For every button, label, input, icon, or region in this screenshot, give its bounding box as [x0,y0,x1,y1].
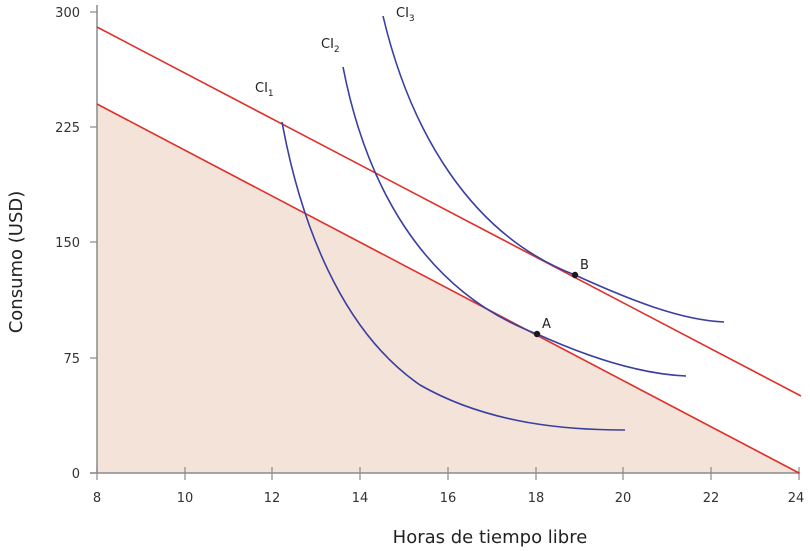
svg-text:8: 8 [93,491,101,506]
point-b-marker [571,271,579,279]
svg-text:12: 12 [264,491,281,506]
svg-text:20: 20 [615,491,632,506]
budget-line-initial [96,103,800,474]
point-a-marker [533,330,541,338]
indifference-curve-ci3 [382,15,725,323]
svg-text:300: 300 [55,6,80,21]
budget-line-new [96,26,802,397]
svg-text:18: 18 [528,491,545,506]
y-ticks [90,11,97,474]
svg-text:24: 24 [788,491,805,506]
svg-text:14: 14 [352,491,369,506]
svg-text:22: 22 [703,491,720,506]
indifference-curve-ci2 [342,66,687,377]
svg-text:75: 75 [63,352,80,367]
x-ticks [96,467,800,480]
x-tick-labels: 8 10 12 14 16 18 20 22 24 [93,491,804,506]
x-axis-title: Horas de tiempo libre [393,527,588,548]
y-axis-title: Consumo (USD) [6,191,27,334]
ci1-label: CI1 [255,81,274,99]
y-tick-labels: 300 225 150 75 0 [55,6,80,482]
point-a-label: A [542,317,551,332]
svg-text:150: 150 [55,236,80,251]
svg-text:10: 10 [177,491,194,506]
svg-text:225: 225 [55,121,80,136]
ci3-label: CI3 [396,6,415,24]
indifference-curve-ci1 [281,121,626,431]
svg-text:0: 0 [72,467,80,482]
svg-text:16: 16 [440,491,457,506]
point-b-label: B [580,258,589,273]
ci2-label: CI2 [321,37,340,55]
